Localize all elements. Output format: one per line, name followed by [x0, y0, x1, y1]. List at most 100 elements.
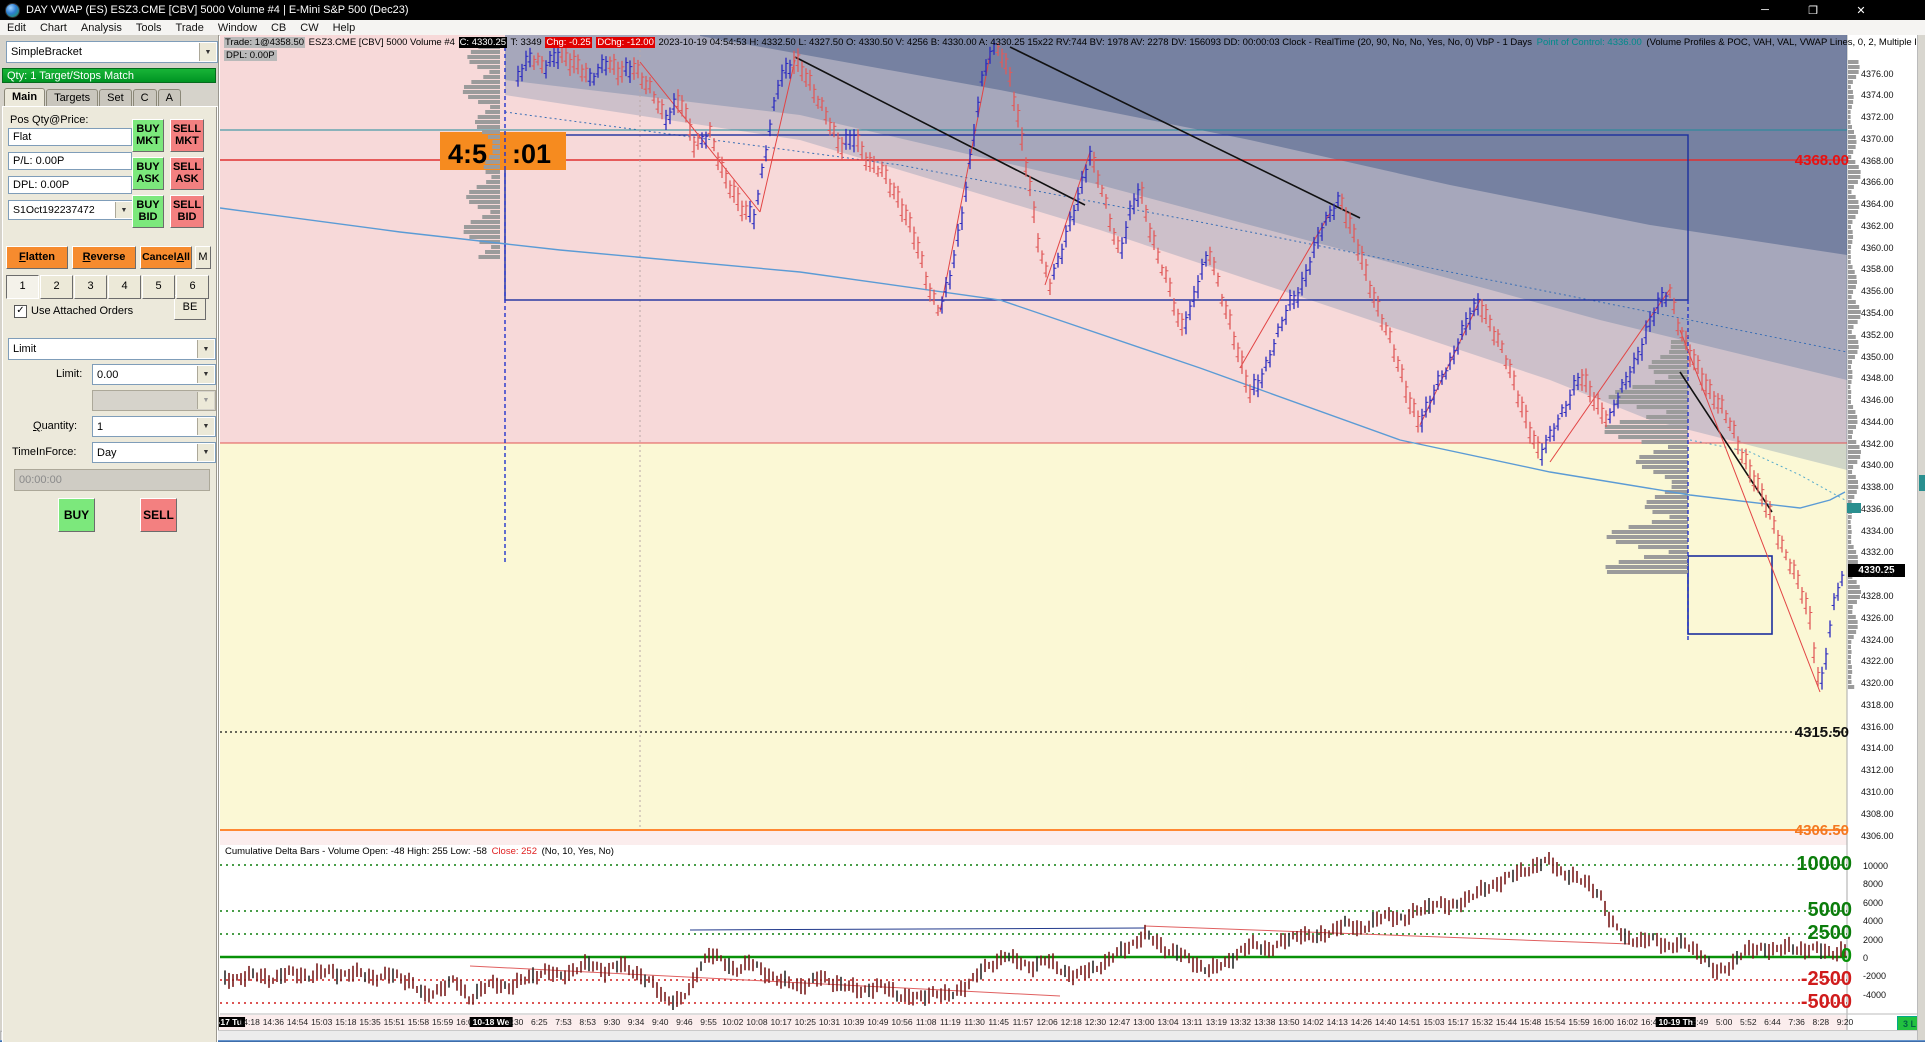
time-tick: 13:00: [1133, 1017, 1155, 1027]
price-tick: 4328.00: [1861, 591, 1894, 602]
time-tick: 15:59: [1568, 1017, 1590, 1027]
tab-a[interactable]: A: [157, 89, 181, 106]
time-tick: 14:26: [1350, 1017, 1373, 1027]
reverse-button[interactable]: Reverse: [72, 246, 136, 269]
m-button[interactable]: M: [195, 246, 211, 269]
cancel-all-button[interactable]: CancelAll: [140, 246, 192, 269]
status-segment: (No, 10, Yes, No): [538, 846, 614, 857]
vertical-scrollbar[interactable]: [1917, 35, 1925, 1042]
price-tick: 4354.00: [1861, 307, 1894, 318]
price-tick: 4350.00: [1861, 351, 1894, 362]
quantity-label: Quantity:: [33, 420, 78, 432]
account-select[interactable]: S1Oct192237472 ▼: [8, 200, 134, 220]
be-button[interactable]: BE: [174, 295, 206, 320]
chevron-down-icon[interactable]: ▼: [197, 418, 214, 435]
quantity-input[interactable]: 1 ▼: [92, 416, 216, 437]
status-segment: Close: 252: [491, 846, 537, 857]
time-tick: 15:32: [1471, 1017, 1493, 1027]
chevron-down-icon[interactable]: ▼: [197, 340, 214, 358]
menu-cw[interactable]: CW: [300, 21, 319, 34]
qty-button-6[interactable]: 6: [176, 275, 209, 299]
scrollbar-marker[interactable]: [1919, 475, 1925, 491]
price-tick: 4320.00: [1861, 678, 1894, 689]
close-button[interactable]: ✕: [1856, 4, 1866, 17]
strategy-select[interactable]: SimpleBracket ▼: [6, 41, 218, 63]
date-chip: 10-18 We: [469, 1017, 513, 1027]
strategy-status-banner: Qty: 1 Target/Stops Match: [2, 68, 216, 83]
delta-tick: 0: [1863, 952, 1869, 963]
order-type-select[interactable]: Limit ▼: [8, 338, 216, 360]
buy-ask-button[interactable]: BUY ASK: [132, 157, 164, 190]
price-tick: 4314.00: [1861, 743, 1894, 754]
buy-bid-button[interactable]: BUY BID: [132, 195, 164, 228]
tif-select[interactable]: Day ▼: [92, 442, 216, 463]
minimize-button[interactable]: ─: [1761, 4, 1769, 16]
menu-edit[interactable]: Edit: [7, 21, 26, 34]
limit-label: Limit:: [56, 368, 83, 380]
price-bars: [515, 40, 1845, 690]
sell-mkt-button[interactable]: SELL MKT: [170, 119, 204, 152]
qty-button-4[interactable]: 4: [108, 275, 141, 299]
time-tick: 7:53: [555, 1017, 572, 1027]
time-tick: 16:05: [456, 1017, 478, 1027]
sell-bid-button[interactable]: SELL BID: [170, 195, 204, 228]
menu-cb[interactable]: CB: [270, 21, 287, 34]
chevron-down-icon[interactable]: ▼: [115, 202, 132, 218]
chevron-down-icon[interactable]: ▼: [199, 43, 216, 61]
time-tick: 9:30: [603, 1017, 621, 1027]
tab-main[interactable]: Main: [4, 88, 46, 106]
time-tick: 9:34: [627, 1017, 645, 1027]
svg-text::01: :01: [512, 139, 551, 169]
flatten-button[interactable]: Flatten: [6, 246, 68, 269]
chevron-down-icon[interactable]: ▼: [197, 444, 214, 461]
status-segment: ESZ3.CME [CBV] 5000 Volume #4: [306, 37, 458, 48]
time-tick: 10:25: [794, 1017, 816, 1027]
price-tick: 4366.00: [1861, 177, 1894, 188]
time-tick: 12:06: [1036, 1017, 1058, 1027]
time-tick: 15:18: [335, 1017, 357, 1027]
limit-price-input[interactable]: 0.00 ▼: [92, 364, 216, 385]
menu-analysis[interactable]: Analysis: [80, 21, 122, 34]
chart-canvas[interactable]: 4:5:01: [220, 35, 1925, 1042]
menu-window[interactable]: Window: [217, 21, 257, 34]
tab-c[interactable]: C: [132, 89, 157, 106]
chevron-down-icon[interactable]: ▼: [197, 366, 214, 383]
delta-tick: 10000: [1863, 860, 1889, 871]
panel-tabs: Main Targets Set C A: [4, 87, 182, 106]
delta-level-label: -5000: [1800, 991, 1852, 1013]
price-tick: 4318.00: [1861, 699, 1894, 710]
sell-ask-button[interactable]: SELL ASK: [170, 157, 204, 190]
vwap-line: [220, 207, 1846, 509]
price-tick: 4344.00: [1861, 416, 1894, 427]
price-tick: 4326.00: [1861, 612, 1894, 623]
menu-help[interactable]: Help: [332, 21, 356, 34]
use-attached-checkbox[interactable]: ✓: [14, 305, 27, 318]
tab-targets[interactable]: Targets: [46, 89, 99, 106]
time-field-disabled: 00:00:00: [14, 469, 210, 491]
qty-button-2[interactable]: 2: [40, 275, 73, 299]
time-tick: 15:03: [311, 1017, 333, 1027]
menu-tools[interactable]: Tools: [135, 21, 162, 34]
pl-field[interactable]: P/L: 0.00P: [8, 152, 132, 170]
maximize-button[interactable]: ❐: [1808, 4, 1818, 17]
time-tick: 15:44: [1495, 1017, 1518, 1027]
date-chip: 10-17 Tu: [205, 1017, 245, 1027]
status-segment: C: 4330.25: [458, 37, 508, 48]
sell-order-button[interactable]: SELL: [140, 498, 177, 532]
menu-trade[interactable]: Trade: [175, 21, 204, 34]
tab-set[interactable]: Set: [99, 89, 132, 106]
qty-button-5[interactable]: 5: [142, 275, 175, 299]
menu-chart[interactable]: Chart: [39, 21, 67, 34]
position-field[interactable]: Flat: [8, 128, 132, 146]
time-tick: 10:56: [891, 1017, 913, 1027]
qty-button-1[interactable]: 1: [6, 275, 39, 299]
time-tick: 12:18: [1060, 1017, 1082, 1027]
time-tick: 11:57: [1012, 1017, 1034, 1027]
qty-button-3[interactable]: 3: [74, 275, 107, 299]
time-tick: 3:49: [1691, 1017, 1709, 1027]
status-segment: Cumulative Delta Bars - Volume Open: -48…: [225, 846, 490, 857]
buy-order-button[interactable]: BUY: [58, 498, 95, 532]
time-tick: 14:40: [1374, 1017, 1397, 1027]
dpl-field[interactable]: DPL: 0.00P: [8, 176, 132, 194]
buy-mkt-button[interactable]: BUY MKT: [132, 119, 164, 152]
